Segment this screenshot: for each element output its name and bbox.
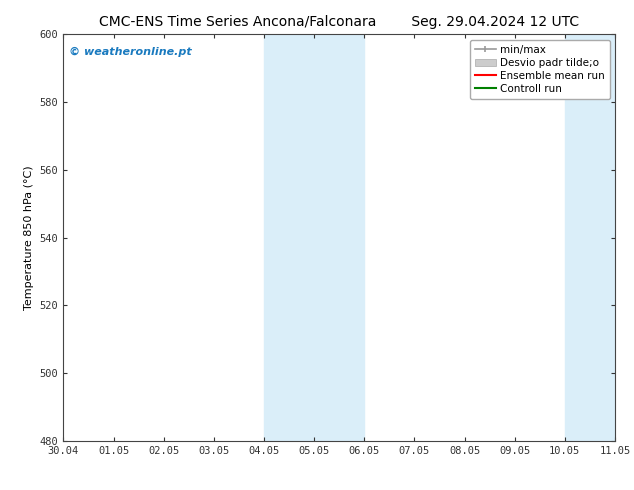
Bar — [565, 34, 615, 441]
Y-axis label: Temperature 850 hPa (°C): Temperature 850 hPa (°C) — [24, 165, 34, 310]
Legend: min/max, Desvio padr tilde;o, Ensemble mean run, Controll run: min/max, Desvio padr tilde;o, Ensemble m… — [470, 40, 610, 99]
Title: CMC-ENS Time Series Ancona/Falconara        Seg. 29.04.2024 12 UTC: CMC-ENS Time Series Ancona/Falconara Seg… — [99, 15, 579, 29]
Bar — [264, 34, 365, 441]
Text: © weatheronline.pt: © weatheronline.pt — [69, 47, 191, 56]
